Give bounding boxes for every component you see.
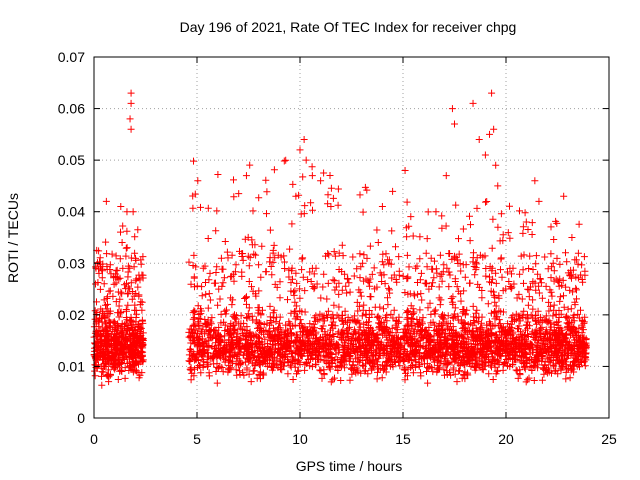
roti-point <box>492 161 500 169</box>
roti-point <box>308 172 316 180</box>
roti-point <box>102 197 110 205</box>
roti-point <box>488 89 496 97</box>
roti-point <box>242 172 250 180</box>
roti-point <box>531 177 539 185</box>
roti-point <box>448 105 456 113</box>
roti-point <box>127 125 135 133</box>
roti-point-cloud <box>90 156 590 389</box>
roti-point <box>481 151 489 159</box>
roti-point <box>451 120 458 128</box>
roti-point <box>535 197 543 205</box>
x-tick-label: 15 <box>395 431 411 447</box>
roti-point <box>123 208 131 216</box>
roti-point <box>127 99 135 107</box>
roti-point <box>494 182 502 190</box>
roti-point <box>401 166 409 174</box>
roti-point <box>127 89 135 97</box>
x-tick-label: 5 <box>193 431 201 447</box>
roti-point <box>568 234 576 241</box>
y-tick-label: 0 <box>77 410 85 426</box>
chart-title: Day 196 of 2021, Rate Of TEC Index for r… <box>180 19 517 35</box>
roti-point <box>560 192 568 200</box>
roti-point <box>432 208 440 216</box>
data-points <box>90 89 590 389</box>
y-tick-label: 0.01 <box>58 358 85 374</box>
roti-point <box>486 130 494 138</box>
y-tick-label: 0.04 <box>58 204 85 220</box>
plot-frame <box>93 56 610 419</box>
y-tick-label: 0.05 <box>58 152 85 168</box>
roti-point <box>296 146 304 154</box>
roti-point <box>302 156 310 164</box>
x-tick-label: 10 <box>292 431 308 447</box>
y-tick-label: 0.03 <box>58 255 85 271</box>
y-axis-label: ROTI / TECUs <box>5 193 21 283</box>
roti-point <box>300 136 308 144</box>
y-tick-label: 0.07 <box>58 49 85 65</box>
roti-point <box>129 208 137 216</box>
roti-point <box>378 203 386 211</box>
x-tick-label: 20 <box>498 431 514 447</box>
y-tick-label: 0.06 <box>58 101 85 117</box>
roti-point <box>327 203 335 211</box>
roti-point <box>117 203 125 211</box>
x-tick-label: 25 <box>601 431 617 447</box>
roti-point <box>475 136 483 144</box>
roti-point <box>469 99 477 107</box>
x-tick-label: 0 <box>90 431 98 447</box>
x-axis-label: GPS time / hours <box>296 458 403 474</box>
roti-point <box>126 115 134 123</box>
roti-point <box>292 192 300 200</box>
roti-point <box>490 125 498 133</box>
y-tick-label: 0.02 <box>58 307 85 323</box>
roti-point <box>317 177 325 185</box>
axis-ticks: 0 0.01 0.02 0.03 0.04 0.05 0.06 0.07 0 5 10 15 20 25 <box>58 49 617 447</box>
roti-point <box>442 172 450 180</box>
